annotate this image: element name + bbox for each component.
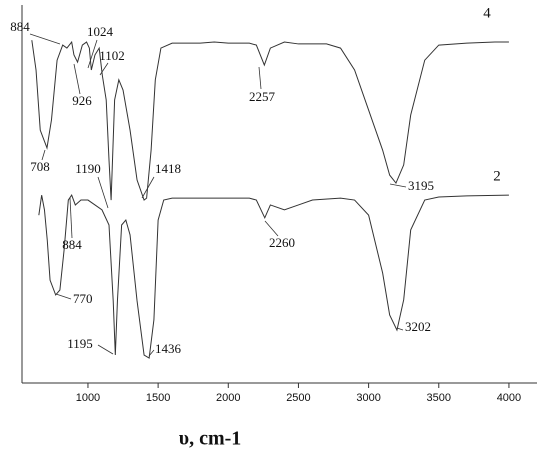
x-tick-label: 3000	[356, 392, 380, 404]
leader-line	[148, 349, 155, 357]
peak-label: 884	[10, 19, 30, 34]
leader-line	[29, 33, 61, 45]
peak-label: 1102	[99, 48, 125, 63]
x-tick-label: 1500	[146, 392, 170, 404]
leader-line	[97, 344, 114, 355]
peak-label: 926	[72, 93, 92, 108]
peak-label: 708	[30, 159, 50, 174]
peak-label: 1190	[75, 161, 101, 176]
leader-line	[258, 66, 262, 90]
x-tick-label: 3500	[427, 392, 451, 404]
peak-label: 3202	[405, 319, 431, 334]
x-tick-label: 2000	[216, 392, 240, 404]
peak-label: 1024	[87, 24, 114, 39]
leader-line	[41, 149, 46, 161]
leader-line	[396, 327, 404, 331]
x-tick-label: 2500	[286, 392, 310, 404]
x-axis-label: υ, cm-1	[179, 428, 242, 450]
leader-line	[73, 63, 81, 95]
peak-label: 2260	[269, 235, 295, 250]
spectrum-line	[38, 194, 509, 359]
leader-line	[97, 176, 109, 209]
series-name: 2	[493, 168, 501, 184]
leader-line	[99, 62, 109, 76]
leader-line	[87, 39, 98, 69]
leader-line	[69, 197, 73, 239]
peak-label: 770	[73, 291, 93, 306]
peak-label: 884	[62, 237, 82, 252]
series-name: 4	[483, 5, 491, 21]
leader-line	[55, 293, 72, 300]
peak-label: 1418	[155, 161, 181, 176]
x-tick-label: 1000	[76, 392, 100, 404]
leader-line	[264, 220, 279, 237]
peak-label: 3195	[408, 178, 434, 193]
leader-line	[389, 183, 407, 188]
peak-label: 1436	[155, 341, 182, 356]
spectrum-line	[31, 40, 509, 201]
peak-label: 1195	[67, 336, 93, 351]
peak-label: 2257	[249, 89, 276, 104]
x-tick-label: 4000	[497, 392, 521, 404]
leader-line	[141, 176, 155, 199]
